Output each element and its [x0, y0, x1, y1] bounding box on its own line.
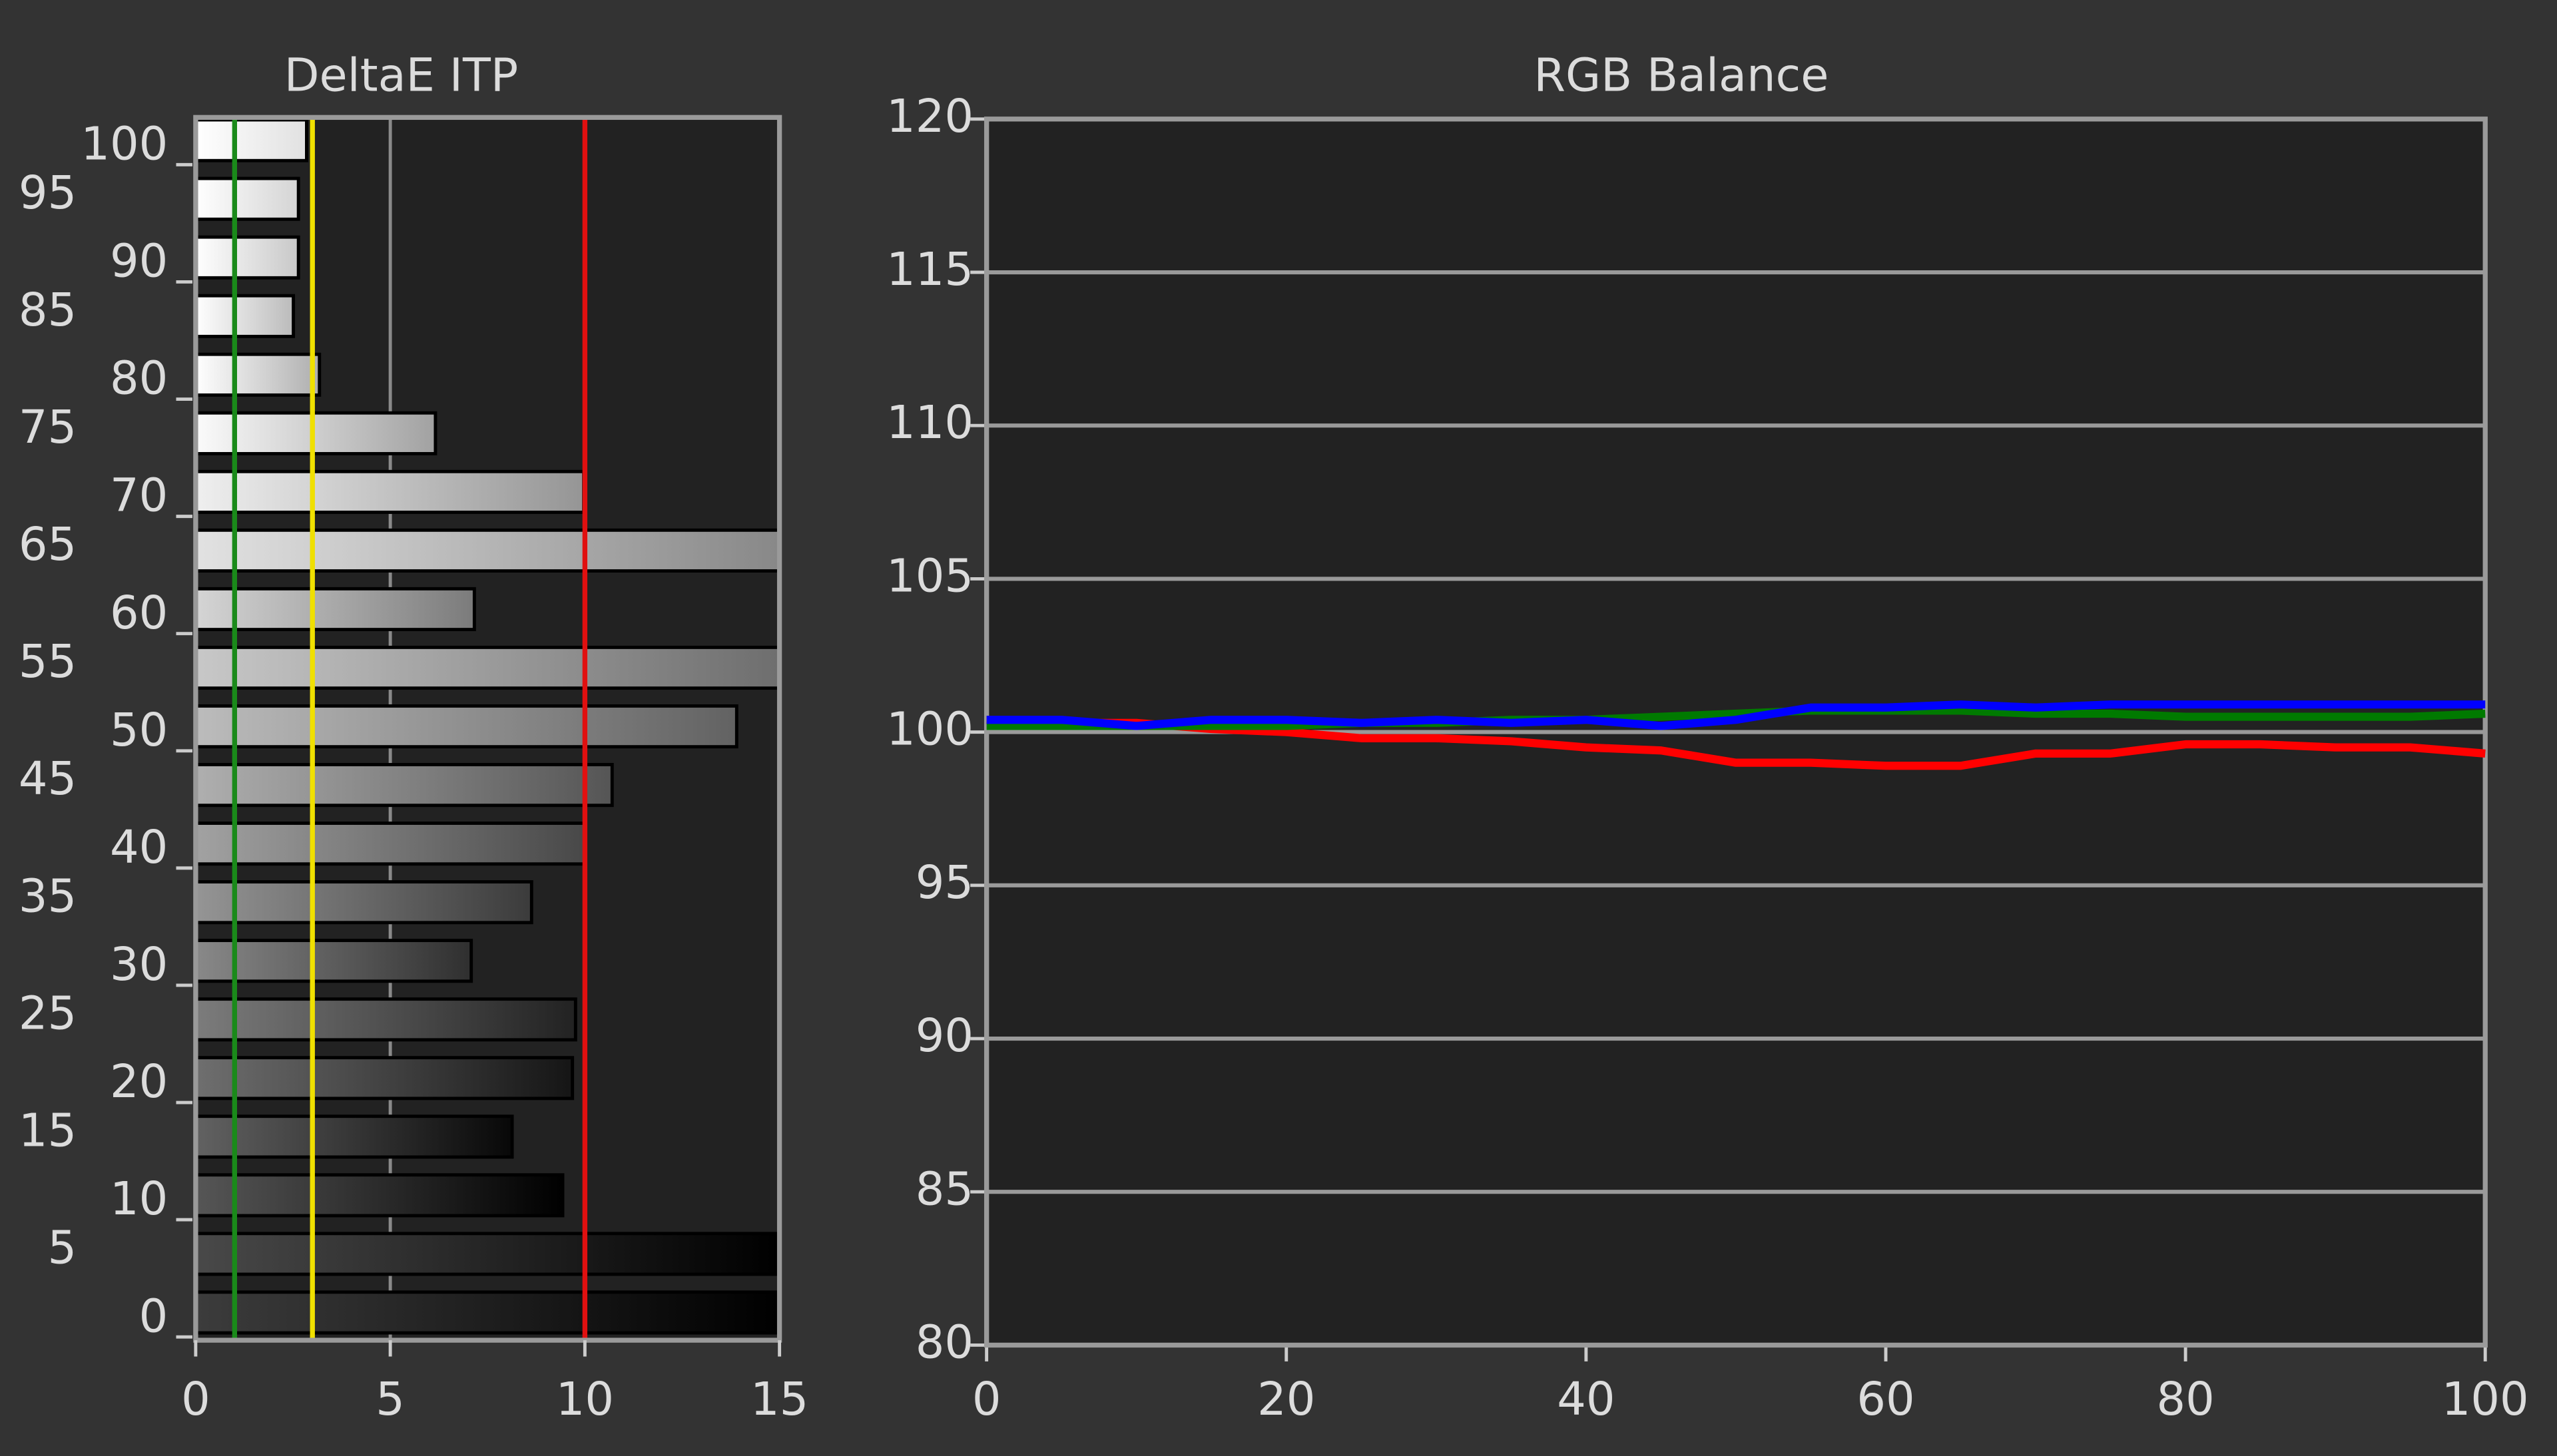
bar: [194, 1114, 514, 1159]
plot-border: [193, 115, 782, 1343]
x-tick-label: 15: [750, 1373, 808, 1426]
series-line: [986, 700, 2486, 730]
bar: [194, 997, 577, 1042]
bar: [194, 939, 473, 983]
bar: [194, 176, 300, 221]
x-tick-label: 20: [1257, 1373, 1315, 1426]
bar: [194, 822, 587, 866]
bar: [194, 352, 322, 397]
y-tick-label: 115: [886, 243, 974, 296]
bar: [194, 1290, 782, 1335]
y-tick-label: 0: [139, 1290, 168, 1343]
bar: [194, 469, 586, 514]
y-tick-label: 100: [81, 117, 168, 170]
bar: [194, 118, 308, 162]
bar: [194, 294, 296, 338]
y-tick-label: 95: [19, 166, 77, 220]
y-tick-label: 85: [916, 1162, 974, 1216]
y-tick-label: 65: [19, 518, 77, 571]
y-tick-label: 90: [916, 1009, 974, 1063]
y-tick-label: 35: [19, 869, 77, 923]
bar: [194, 880, 533, 925]
y-tick-label: 105: [886, 549, 974, 603]
x-tick-label: 80: [2156, 1373, 2214, 1426]
y-tick-label: 20: [110, 1055, 168, 1108]
y-tick-label: 60: [110, 587, 168, 640]
x-tick-label: 100: [2442, 1373, 2529, 1426]
bar: [194, 704, 738, 749]
x-tick-label: 40: [1557, 1373, 1615, 1426]
y-tick-label: 30: [110, 938, 168, 991]
y-tick-label: 120: [886, 90, 974, 143]
bar: [194, 528, 782, 573]
y-tick-label: 10: [110, 1172, 168, 1226]
y-tick-label: 5: [47, 1222, 77, 1275]
y-tick-label: 50: [110, 704, 168, 757]
x-tick-label: 0: [181, 1373, 210, 1426]
y-tick-label: 45: [19, 752, 77, 806]
chart-title: RGB Balance: [1534, 49, 1829, 103]
bar: [194, 587, 476, 632]
y-tick-label: 80: [916, 1316, 974, 1369]
x-tick-label: 5: [376, 1373, 405, 1426]
bar: [194, 763, 614, 808]
y-tick-label: 110: [886, 396, 974, 449]
y-tick-label: 100: [886, 703, 974, 756]
y-tick-label: 75: [19, 401, 77, 454]
y-tick-label: 25: [19, 987, 77, 1040]
y-tick-label: 55: [19, 635, 77, 688]
y-tick-label: 15: [19, 1104, 77, 1157]
bar: [194, 645, 782, 690]
bar: [194, 1056, 575, 1100]
x-tick-label: 10: [556, 1373, 614, 1426]
y-tick-label: 40: [110, 821, 168, 874]
plot-border: [984, 117, 2488, 1348]
y-tick-label: 95: [916, 856, 974, 909]
y-tick-label: 85: [19, 284, 77, 337]
x-tick-label: 0: [972, 1373, 1001, 1426]
series-line: [986, 716, 2486, 770]
y-tick-label: 80: [110, 352, 168, 405]
bar: [194, 411, 437, 455]
x-tick-label: 60: [1856, 1373, 1914, 1426]
y-tick-label: 90: [110, 235, 168, 288]
bar: [194, 235, 300, 280]
bar: [194, 1173, 565, 1218]
bar: [194, 1232, 782, 1276]
y-tick-label: 70: [110, 469, 168, 523]
chart-title: DeltaE ITP: [284, 49, 518, 103]
series-line: [986, 706, 2486, 730]
